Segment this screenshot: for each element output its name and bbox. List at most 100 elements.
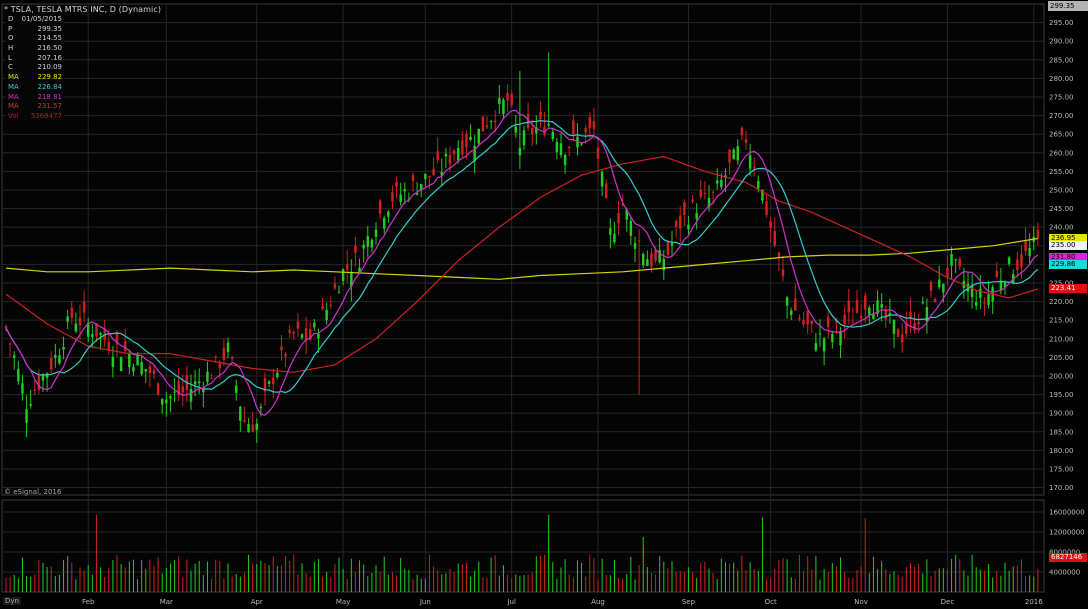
candle-body <box>539 111 542 120</box>
ma-200-line <box>5 237 1038 280</box>
candle-body <box>267 381 271 384</box>
candle-body <box>798 317 801 320</box>
candle-body <box>691 199 694 202</box>
candle-body <box>370 239 374 248</box>
price-tick-label: 205.00 <box>1049 354 1074 362</box>
price-marker: 229.86 <box>1049 260 1087 270</box>
price-tick-label: 220.00 <box>1049 298 1074 306</box>
candle-body <box>493 120 497 123</box>
candle-body <box>189 389 193 402</box>
candle-body <box>17 368 20 382</box>
candle-body <box>646 259 649 267</box>
candle-body <box>288 329 291 333</box>
month-label: Mar <box>160 598 173 606</box>
candle-body <box>868 307 871 316</box>
data-window-row: H 216.50 <box>6 44 64 54</box>
candle-body <box>826 317 830 327</box>
candle-body <box>683 202 686 215</box>
candle-body <box>91 333 94 338</box>
candle-body <box>925 307 929 322</box>
candle-body <box>123 341 127 351</box>
candle-body <box>230 356 234 359</box>
candle-body <box>152 369 156 374</box>
price-tick-label: 285.00 <box>1049 56 1074 64</box>
data-window-row: O 214.55 <box>6 34 64 44</box>
data-window-label: MA <box>8 73 19 82</box>
price-tick-label: 190.00 <box>1049 410 1074 418</box>
candle-body <box>674 221 678 227</box>
month-label: Dec <box>941 598 955 606</box>
candle-body <box>1028 248 1031 257</box>
candle-body <box>243 419 246 422</box>
candle-body <box>481 116 485 132</box>
candle-body <box>526 113 530 129</box>
candle-body <box>518 147 522 156</box>
candle-body <box>979 288 982 298</box>
candle-body <box>629 220 633 236</box>
data-window-label: MA <box>8 82 19 91</box>
candle-body <box>600 171 604 187</box>
volume-tick-label: 8000000 <box>1049 549 1080 557</box>
candle-body <box>325 309 328 321</box>
candle-body <box>666 242 670 255</box>
candle-body <box>728 149 731 163</box>
candle-body <box>45 373 49 378</box>
candle-body <box>489 121 493 123</box>
candle-body <box>720 179 723 188</box>
data-window-label: O <box>8 34 14 43</box>
candle-body <box>613 233 616 243</box>
candle-body <box>251 424 254 432</box>
candle-body <box>769 221 772 228</box>
candle-body <box>863 295 867 310</box>
price-tick-label: 260.00 <box>1049 149 1074 157</box>
candle-body <box>222 347 226 360</box>
candle-body <box>711 191 715 193</box>
price-tick-label: 275.00 <box>1049 93 1074 101</box>
candle-body <box>970 285 974 297</box>
candle-body <box>461 140 464 155</box>
candle-body <box>119 357 123 372</box>
candle-body <box>74 323 78 332</box>
candle-body <box>317 333 320 339</box>
candle-body <box>761 189 764 201</box>
candle-body <box>280 346 283 351</box>
candle-body <box>12 355 16 359</box>
ma-20-line <box>5 119 1039 394</box>
candle-body <box>905 322 908 334</box>
candle-body <box>806 311 809 325</box>
data-window-value: 210.09 <box>37 63 63 72</box>
candle-body <box>913 323 916 331</box>
candle-body <box>732 149 735 160</box>
candle-body <box>995 270 999 278</box>
candle-body <box>354 245 357 253</box>
candle-body <box>395 181 398 187</box>
candle-body <box>456 148 460 161</box>
candle-body <box>572 120 575 135</box>
candle-body <box>946 267 949 277</box>
price-tick-label: 295.00 <box>1049 19 1074 27</box>
month-label: Oct <box>765 598 777 606</box>
candle-body <box>160 398 164 405</box>
candle-body <box>535 127 538 134</box>
candle-body <box>95 322 98 337</box>
candle-body <box>670 243 674 246</box>
month-label: Feb <box>82 598 95 606</box>
dynamic-toggle-button[interactable]: Dyn <box>3 597 21 605</box>
candle-body <box>66 316 69 322</box>
candle-body <box>111 356 115 368</box>
price-tick-label: 175.00 <box>1049 465 1074 473</box>
candle-body <box>25 409 28 423</box>
candle-body <box>502 99 505 115</box>
candle-body <box>880 303 883 308</box>
candle-body <box>1036 229 1040 238</box>
candle-body <box>86 322 90 337</box>
price-tick-label: 265.00 <box>1049 131 1074 139</box>
candle-body <box>699 189 703 197</box>
candle-body <box>193 381 197 385</box>
month-label: Aug <box>591 598 605 606</box>
candle-body <box>1020 254 1023 268</box>
candle-body <box>831 334 834 343</box>
data-window-row: C 210.09 <box>6 63 64 73</box>
candle-body <box>757 181 760 189</box>
